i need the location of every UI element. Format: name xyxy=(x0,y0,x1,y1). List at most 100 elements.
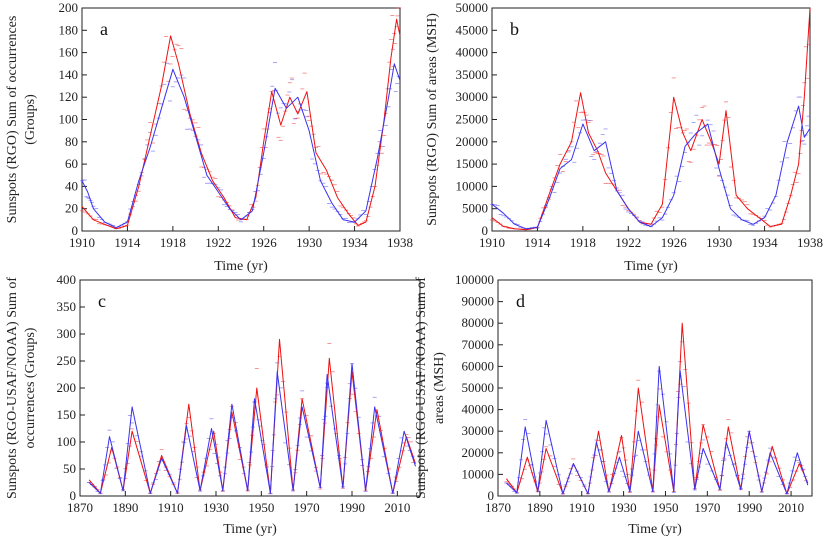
y-tick-label: 100 xyxy=(59,112,79,127)
y-axis-label: areas (MSH) xyxy=(432,352,447,424)
y-tick-label: 40000 xyxy=(462,402,495,417)
x-tick-label: 1870 xyxy=(485,500,511,515)
x-tick-label: 1910 xyxy=(158,500,184,515)
y-tick-label: 0 xyxy=(72,223,79,238)
x-axis-label: Time (yr) xyxy=(214,259,268,274)
series-red-scatter xyxy=(80,7,402,229)
x-tick-label: 1910 xyxy=(569,500,595,515)
y-tick-label: 20000 xyxy=(462,445,495,460)
panel-label: b xyxy=(510,19,519,39)
series-red-line xyxy=(88,338,416,494)
y-tick-label: 60000 xyxy=(462,358,495,373)
y-tick-label: 35000 xyxy=(456,67,489,82)
x-tick-label: 2010 xyxy=(778,500,804,515)
x-tick-label: 1870 xyxy=(67,500,93,515)
x-axis-label: Time (yr) xyxy=(223,522,277,537)
panel-label: d xyxy=(516,291,525,311)
y-tick-label: 200 xyxy=(57,380,77,395)
y-tick-label: 70000 xyxy=(462,337,495,352)
y-tick-label: 50000 xyxy=(462,380,495,395)
x-tick-label: 1990 xyxy=(339,500,365,515)
series-blue-line xyxy=(491,105,811,230)
series-blue-line xyxy=(88,363,416,494)
x-tick-label: 1922 xyxy=(615,235,641,250)
x-tick-label: 1918 xyxy=(160,235,186,250)
chart-panel-c: 1870 1890 1910 1930 1950 1970 1990 2010 0 50 100 15… xyxy=(5,272,421,537)
x-tick-label: 1990 xyxy=(736,500,762,515)
y-tick-label: 10000 xyxy=(462,466,495,481)
series-red-scatter xyxy=(504,341,808,495)
chart-panel-b: 1910 1914 1918 1922 1926 1930 1934 1938 0 5000 100… xyxy=(425,0,823,274)
series-blue-line xyxy=(81,63,401,229)
y-tick-label: 0 xyxy=(70,488,77,503)
y-axis-label: (Groups) xyxy=(23,94,38,145)
chart-panel-a: 1910 1914 1918 1922 1926 1930 1934 1938 0 20 40 60 8… xyxy=(5,0,413,274)
x-tick-label: 1970 xyxy=(694,500,720,515)
y-tick-label: 40 xyxy=(65,178,78,193)
y-tick-label: 400 xyxy=(57,272,77,287)
series-blue-scatter xyxy=(80,33,401,229)
x-tick-label: 1930 xyxy=(611,500,637,515)
y-tick-label: 100000 xyxy=(455,272,494,287)
x-tick-label: 1930 xyxy=(203,500,229,515)
y-axis-label: Sunspots (RGO-USAF/NOAA) Sum of xyxy=(5,277,20,499)
y-tick-label: 60 xyxy=(65,156,78,171)
chart-panel-d: 1870 1890 1910 1930 1950 1970 1990 2010 0 10000 20… xyxy=(414,272,813,537)
y-tick-label: 10000 xyxy=(456,178,489,193)
y-tick-label: 25000 xyxy=(456,112,489,127)
y-tick-label: 200 xyxy=(59,0,79,15)
y-tick-label: 250 xyxy=(57,353,77,368)
x-tick-label: 1950 xyxy=(652,500,678,515)
y-tick-label: 40000 xyxy=(456,45,489,60)
x-tick-label: 1930 xyxy=(706,235,732,250)
x-tick-label: 1914 xyxy=(524,235,551,250)
x-tick-label: 1938 xyxy=(797,235,823,250)
plot-frame xyxy=(81,7,401,232)
y-tick-label: 0 xyxy=(488,488,495,503)
series-red-scatter xyxy=(490,44,811,230)
x-tick-label: 1918 xyxy=(570,235,596,250)
x-tick-label: 1910 xyxy=(69,235,95,250)
y-tick-label: 20000 xyxy=(456,134,489,149)
y-tick-label: 90000 xyxy=(462,294,495,309)
y-tick-label: 140 xyxy=(59,67,79,82)
y-tick-label: 300 xyxy=(57,326,77,341)
x-tick-label: 1970 xyxy=(294,500,320,515)
x-tick-label: 1910 xyxy=(479,235,505,250)
y-tick-label: 350 xyxy=(57,299,77,314)
panel-label: a xyxy=(100,19,108,39)
y-tick-label: 20 xyxy=(65,201,78,216)
x-tick-label: 1890 xyxy=(112,500,138,515)
x-tick-label: 1934 xyxy=(752,235,779,250)
y-tick-label: 150 xyxy=(57,407,77,422)
series-red-line xyxy=(491,7,811,231)
series-red-line xyxy=(81,18,401,230)
x-tick-label: 1926 xyxy=(251,235,278,250)
x-tick-label: 1938 xyxy=(387,235,413,250)
y-tick-label: 80 xyxy=(65,134,78,149)
x-tick-label: 1914 xyxy=(114,235,141,250)
series-red-scatter xyxy=(87,343,416,494)
y-tick-label: 50 xyxy=(63,461,76,476)
y-axis-label: Sunspots (RGO-USAF/NOAA) Sum of xyxy=(414,277,429,499)
x-tick-label: 1934 xyxy=(342,235,369,250)
y-tick-label: 30000 xyxy=(456,89,489,104)
x-tick-label: 1950 xyxy=(248,500,274,515)
panel-label: c xyxy=(98,291,106,311)
y-tick-label: 30000 xyxy=(462,423,495,438)
x-tick-label: 1890 xyxy=(527,500,553,515)
y-axis-label: occurrences (Groups) xyxy=(23,327,38,448)
x-tick-label: 1926 xyxy=(661,235,688,250)
series-blue-scatter xyxy=(490,96,811,230)
x-tick-label: 1922 xyxy=(205,235,231,250)
y-tick-label: 0 xyxy=(482,223,489,238)
y-axis-label: Sunspots (RGO) Sum of areas (MSH) xyxy=(425,13,440,226)
y-tick-label: 160 xyxy=(59,45,79,60)
x-axis-label: Time (yr) xyxy=(624,259,678,274)
plot-frame xyxy=(491,7,811,232)
x-tick-label: 1930 xyxy=(296,235,322,250)
y-tick-label: 15000 xyxy=(456,156,489,171)
y-tick-label: 180 xyxy=(59,22,79,37)
y-tick-label: 100 xyxy=(57,434,77,449)
